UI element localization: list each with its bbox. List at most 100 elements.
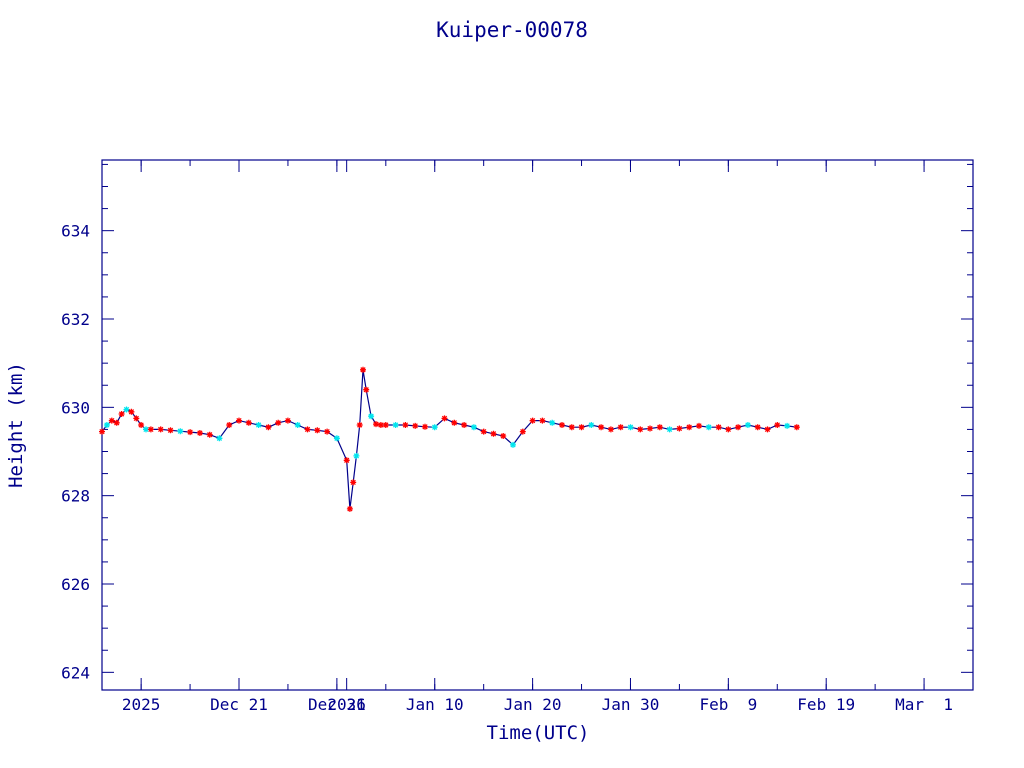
data-point <box>356 422 363 428</box>
data-point <box>510 441 516 448</box>
data-point-star <box>113 419 120 426</box>
data-point <box>500 433 507 439</box>
y-axis-label: Height (km) <box>5 362 27 488</box>
data-point <box>539 417 546 424</box>
data-series <box>99 366 800 512</box>
data-point <box>735 424 742 431</box>
data-point <box>549 419 556 426</box>
data-point <box>744 422 751 428</box>
data-point-star <box>519 428 526 435</box>
y-tick-label: 628 <box>61 487 90 506</box>
data-point <box>333 435 340 442</box>
data-point-star <box>226 422 233 428</box>
data-point-star <box>666 426 673 433</box>
data-point-star <box>793 424 800 431</box>
data-point-star <box>422 423 428 430</box>
data-point-star <box>128 408 135 415</box>
data-point-star <box>607 426 614 433</box>
data-point-star <box>363 386 370 393</box>
data-point <box>138 422 145 428</box>
data-point <box>774 422 781 428</box>
data-point <box>519 428 526 435</box>
data-point-star <box>735 424 742 431</box>
data-point-star <box>187 429 194 436</box>
data-point <box>133 415 140 422</box>
data-point-star <box>196 430 203 436</box>
data-point-star <box>647 425 653 432</box>
data-point <box>627 424 634 431</box>
data-point <box>108 417 115 424</box>
data-point <box>368 413 375 420</box>
data-point <box>607 426 614 433</box>
data-point <box>113 419 120 426</box>
data-point <box>226 422 233 428</box>
data-point-star <box>133 415 140 422</box>
data-point-star <box>480 428 487 435</box>
data-point-star <box>360 366 366 373</box>
data-point <box>666 426 673 433</box>
data-point-star <box>539 417 546 424</box>
data-point <box>360 366 366 373</box>
data-point <box>470 424 477 431</box>
data-point <box>412 422 419 429</box>
data-point <box>578 424 585 431</box>
data-point <box>216 435 223 442</box>
data-point <box>343 457 350 464</box>
data-point-star <box>392 422 399 428</box>
data-point-star <box>108 417 115 424</box>
x-tick-label: Dec 21 <box>210 695 268 714</box>
series-line <box>101 369 797 509</box>
data-point-star <box>284 417 291 424</box>
data-point-star <box>143 426 149 433</box>
data-point <box>784 422 791 429</box>
data-point <box>705 424 712 431</box>
data-point-star <box>451 419 458 426</box>
data-point-star <box>412 422 419 429</box>
data-point-star <box>343 457 350 464</box>
data-point-star <box>103 422 110 428</box>
x-tick-label: Jan 10 <box>406 695 464 714</box>
data-point-star <box>549 419 556 426</box>
data-point-star <box>353 452 360 459</box>
data-point <box>128 408 135 415</box>
data-point <box>559 422 565 428</box>
data-point-star <box>294 422 301 428</box>
data-point <box>441 415 448 422</box>
data-point-star <box>377 422 384 428</box>
data-point <box>617 424 624 431</box>
data-point-star <box>559 422 565 428</box>
data-point-star <box>705 424 712 431</box>
data-point-star <box>764 426 771 433</box>
data-point <box>392 422 399 428</box>
data-point <box>284 417 291 424</box>
data-point-star <box>275 419 282 426</box>
data-point-star <box>461 422 468 428</box>
data-point <box>725 426 732 433</box>
data-point <box>529 417 536 424</box>
data-point <box>143 426 149 433</box>
data-point <box>764 426 771 433</box>
data-point <box>793 424 800 431</box>
data-point <box>236 417 242 424</box>
data-point-star <box>568 424 575 431</box>
data-point-star <box>588 422 595 428</box>
x-tick-label: 2026 <box>327 695 366 714</box>
data-point <box>304 426 311 433</box>
data-point-star <box>118 411 125 417</box>
data-point-star <box>382 422 389 428</box>
data-point <box>265 424 272 431</box>
data-point <box>382 422 389 428</box>
data-point-star <box>245 419 252 426</box>
chart-title: Kuiper-00078 <box>436 18 588 42</box>
data-point-star <box>236 417 242 424</box>
data-point-star <box>123 406 130 413</box>
plot-axes <box>101 159 974 691</box>
data-point-star <box>138 422 145 428</box>
data-point <box>377 422 384 428</box>
x-tick-label: Dec 31 <box>308 695 366 714</box>
data-point-star <box>637 426 644 433</box>
data-point-star <box>510 441 516 448</box>
x-tick-label: Jan 20 <box>504 695 562 714</box>
data-point-star <box>725 426 732 433</box>
